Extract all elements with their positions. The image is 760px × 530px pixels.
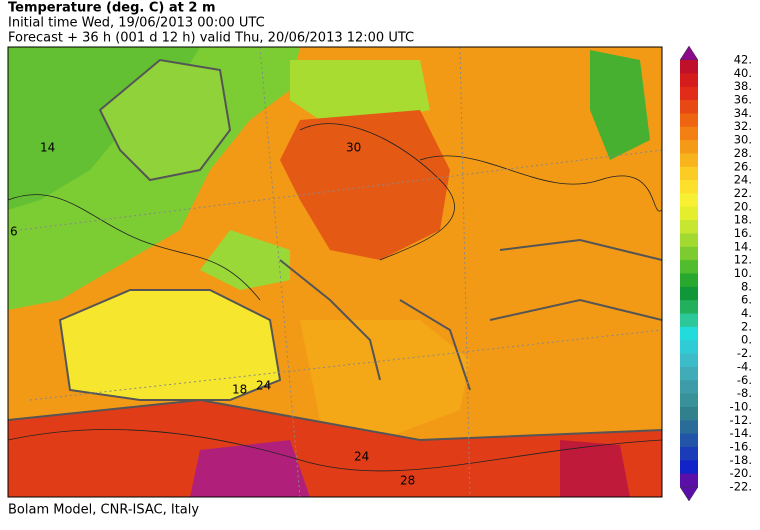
colorbar-swatch: [680, 233, 698, 248]
colorbar-label: 2.: [741, 319, 752, 333]
map-frame: [7, 46, 663, 498]
colorbar: 42.40.38.36.34.32.30.28.26.24.22.20.18.1…: [679, 45, 752, 502]
colorbar-label: 22.: [734, 186, 752, 200]
colorbar-swatch: [680, 260, 698, 274]
colorbar-label: -14.: [730, 426, 752, 440]
colorbar-swatch: [680, 353, 698, 368]
colorbar-label: 10.: [734, 266, 752, 280]
colorbar-swatch: [680, 473, 698, 488]
contour-label: 24: [256, 379, 271, 393]
colorbar-label: 16.: [734, 226, 752, 240]
colorbar-swatch: [680, 286, 698, 301]
colorbar-label: 30.: [734, 133, 752, 147]
region-central-europe: [280, 110, 450, 260]
colorbar-arrow: [679, 45, 699, 61]
region-britain: [100, 60, 230, 180]
region-finland: [590, 50, 650, 160]
title: Temperature (deg. C) at 2 m: [8, 1, 216, 16]
colorbar-swatch: [680, 140, 698, 154]
footer: Bolam Model, CNR-ISAC, Italy: [8, 503, 199, 518]
contours: [8, 123, 662, 472]
map: 14 6 30 24 18 24 28: [7, 46, 663, 498]
colorbar-swatch: [680, 73, 698, 88]
colorbar-swatch: [680, 153, 698, 168]
colorbar-swatch: [680, 113, 698, 128]
colorbar-label: -20.: [730, 466, 752, 480]
initial-time: Initial time Wed, 19/06/2013 00:00 UTC: [8, 16, 265, 31]
colorbar-label: -8.: [737, 386, 752, 400]
colorbar-label: 12.: [734, 253, 752, 267]
colorbar-swatch: [680, 300, 698, 315]
colorbar-swatch: [680, 86, 698, 101]
colorbar-arrow: [679, 486, 699, 502]
region-north-africa: [8, 400, 662, 497]
colorbar-swatch: [680, 126, 698, 141]
coastlines: [8, 58, 662, 442]
colorbar-swatch: [680, 220, 698, 234]
colorbar-swatch: [680, 366, 698, 381]
colorbar-swatch: [680, 406, 698, 421]
colorbar-swatch: [680, 273, 698, 288]
colorbar-label: 20.: [734, 199, 752, 213]
colorbar-label: -22.: [730, 480, 752, 494]
colorbar-label: -16.: [730, 439, 752, 453]
colorbar-label: 42.: [734, 53, 752, 67]
graticule: [19, 47, 662, 497]
region-north-sea: [290, 60, 430, 120]
colorbar-label: 8.: [741, 279, 752, 293]
colorbar-swatch: [680, 380, 698, 395]
contour-label: 18: [232, 383, 247, 397]
colorbar-swatch: [680, 420, 698, 435]
colorbar-label: -10.: [730, 399, 752, 413]
colorbar-swatch: [680, 446, 698, 461]
colorbar-label: -18.: [730, 453, 752, 467]
colorbar-label: 18.: [734, 213, 752, 227]
colorbar-swatch: [680, 340, 698, 355]
region-sea: [300, 320, 470, 440]
colorbar-label: 38.: [734, 79, 752, 93]
colorbar-swatch: [680, 206, 698, 221]
colorbar-swatch: [680, 433, 698, 448]
region-iberia: [60, 290, 280, 400]
colorbar-label: 28.: [734, 146, 752, 160]
colorbar-label: 40.: [734, 66, 752, 80]
colorbar-swatch: [680, 193, 698, 208]
contour-label: 28: [400, 474, 415, 488]
colorbar-swatch: [680, 326, 698, 341]
colorbar-label: 26.: [734, 159, 752, 173]
contour-label: 14: [40, 141, 55, 155]
contour-label: 6: [10, 225, 18, 239]
colorbar-label: 4.: [741, 306, 752, 320]
colorbar-label: 6.: [741, 293, 752, 307]
colorbar-label: -2.: [737, 346, 752, 360]
colorbar-label: 32.: [734, 119, 752, 133]
colorbar-swatch: [680, 313, 698, 328]
region-hot-east: [560, 440, 630, 497]
colorbar-swatch: [680, 180, 698, 194]
colorbar-label: 24.: [734, 173, 752, 187]
colorbar-label: 34.: [734, 106, 752, 120]
colorbar-swatch: [680, 166, 698, 181]
colorbar-label: -6.: [737, 373, 752, 387]
colorbar-label: 36.: [734, 93, 752, 107]
colorbar-swatch: [680, 100, 698, 114]
colorbar-swatch: [680, 460, 698, 475]
colorbar-swatch: [680, 246, 698, 261]
contour-label: 30: [346, 141, 361, 155]
colorbar-label: -12.: [730, 413, 752, 427]
colorbar-label: 14.: [734, 239, 752, 253]
contour-label: 24: [354, 450, 369, 464]
region-alps: [200, 230, 290, 290]
colorbar-swatch: [680, 393, 698, 408]
colorbar-swatch: [680, 60, 698, 74]
colorbar-label: -4.: [737, 359, 752, 373]
colorbar-label: 0.: [741, 333, 752, 347]
forecast-time: Forecast + 36 h (001 d 12 h) valid Thu, …: [8, 31, 414, 46]
